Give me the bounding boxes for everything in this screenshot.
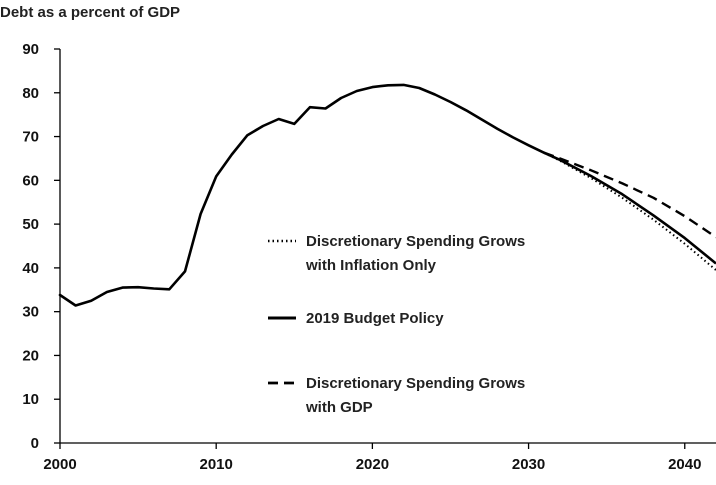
legend-label: Discretionary Spending Grows — [306, 375, 525, 392]
y-tick-label: 50 — [22, 216, 39, 233]
y-tick-label: 80 — [22, 85, 39, 102]
y-tick-label: 0 — [31, 435, 39, 452]
y-tick-label: 60 — [22, 172, 39, 189]
y-tick-label: 10 — [22, 391, 39, 408]
y-tick-label: 70 — [22, 129, 39, 146]
legend-label-line2: with GDP — [305, 399, 373, 416]
x-tick-label: 2030 — [512, 456, 545, 473]
historical-line — [58, 83, 546, 307]
y-axis-title: Debt as a percent of GDP — [0, 4, 181, 21]
legend-label: Discretionary Spending Grows — [306, 233, 525, 250]
series-line-dotted — [543, 151, 716, 271]
x-tick-label: 2010 — [200, 456, 233, 473]
legend-label: 2019 Budget Policy — [306, 310, 444, 327]
y-tick-label: 40 — [22, 260, 39, 277]
series-line-dashed — [543, 151, 716, 239]
x-tick-label: 2040 — [668, 456, 701, 473]
y-tick-label: 30 — [22, 304, 39, 321]
series-line-solid — [543, 151, 716, 265]
legend-label-line2: with Inflation Only — [305, 257, 437, 274]
y-tick-label: 20 — [22, 347, 39, 364]
x-tick-label: 2000 — [43, 456, 76, 473]
y-tick-label: 90 — [22, 41, 39, 58]
x-tick-label: 2020 — [356, 456, 389, 473]
